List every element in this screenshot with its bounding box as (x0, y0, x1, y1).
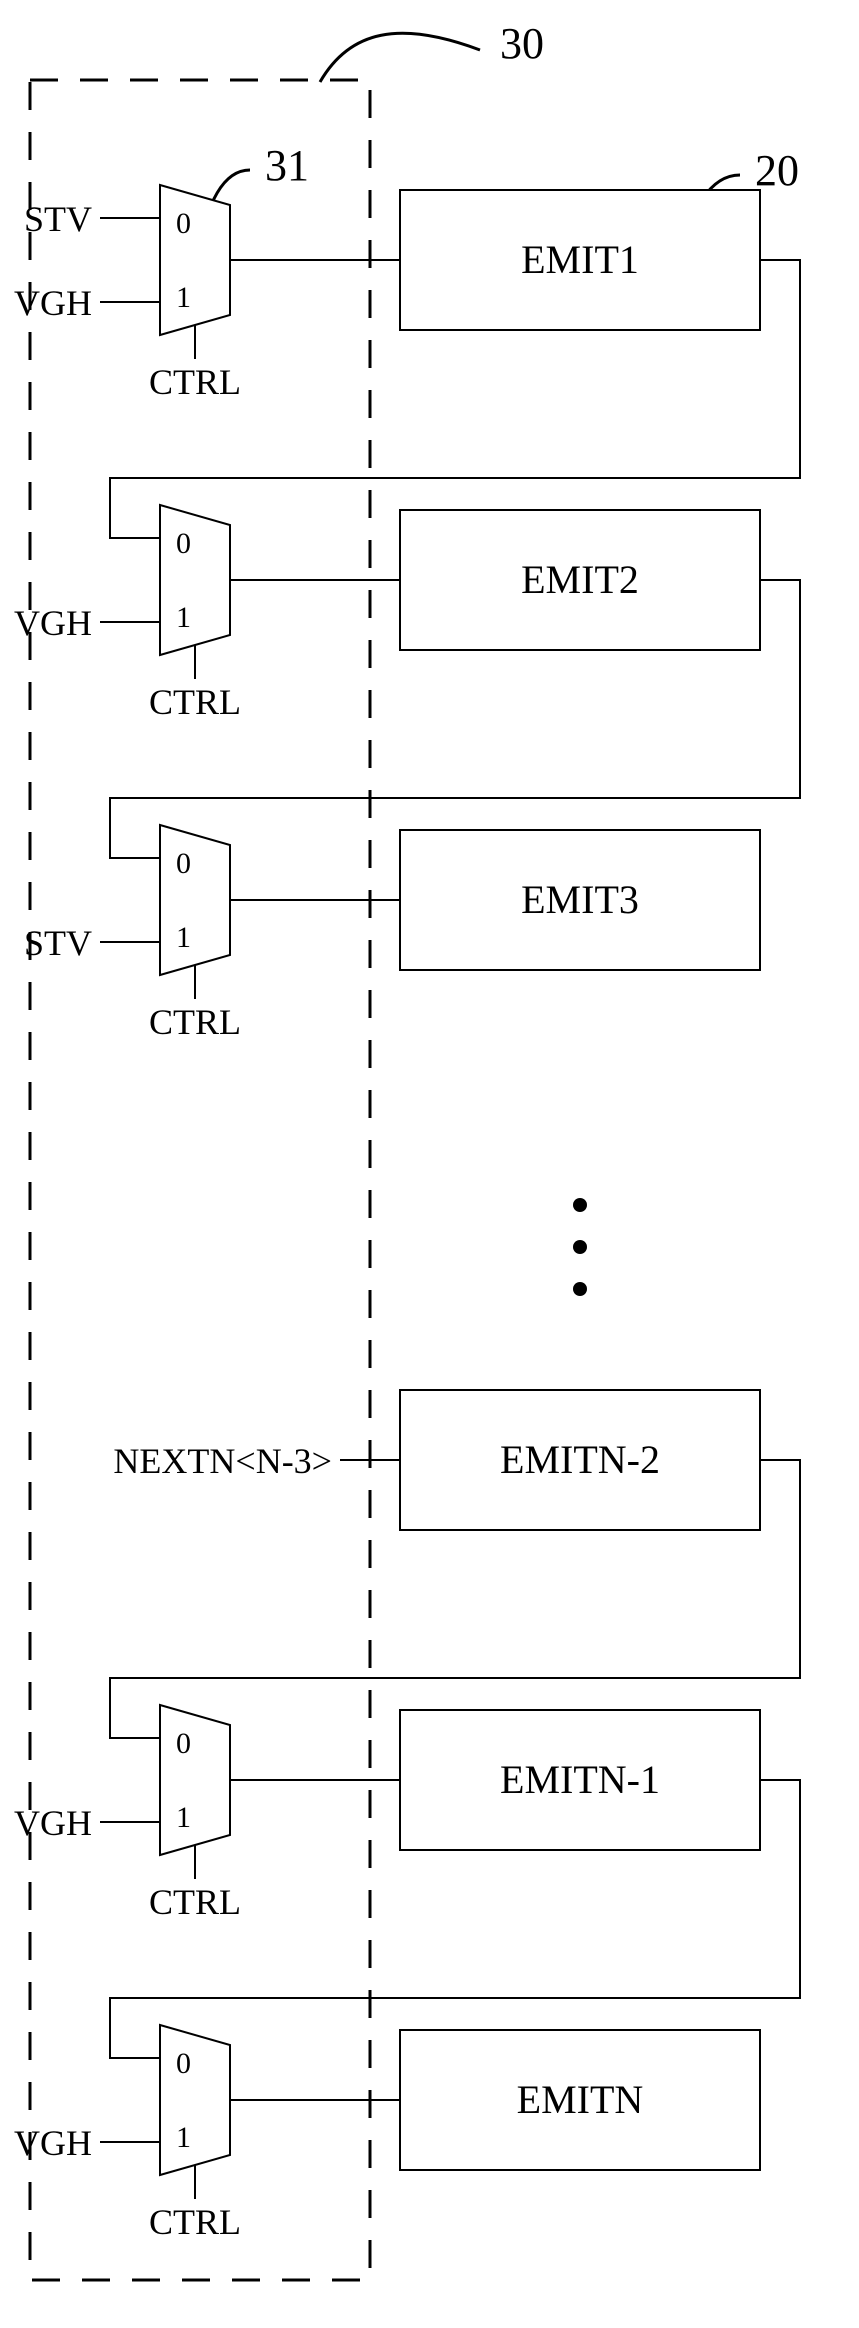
mux-2 (160, 505, 230, 655)
mux-input-0-label: 0 (176, 2047, 191, 2081)
mux-input-1-label: 1 (176, 601, 191, 635)
direct-input-label: NEXTN<N-3> (113, 1440, 332, 1482)
mux-input-0-label: 0 (176, 1727, 191, 1761)
emit-block-lower-1-label: EMITN-1 (500, 1756, 660, 1803)
emit-block-lower-2-label: EMITN (517, 2076, 644, 2123)
mux-input-0-label: 0 (176, 527, 191, 561)
emit-block-2-label: EMIT2 (521, 556, 639, 603)
ref-label-20: 20 (755, 145, 799, 196)
ellipsis-dot (573, 1240, 587, 1254)
mux-input-0-label: 0 (176, 207, 191, 241)
mux-input-1-label: 1 (176, 281, 191, 315)
ref-label-30: 30 (500, 18, 544, 69)
ctrl-label: CTRL (149, 361, 241, 403)
mux-3 (160, 825, 230, 975)
mux-in1-label: VGH (14, 602, 92, 644)
emit-block-3-label: EMIT3 (521, 876, 639, 923)
emit-block-1-label: EMIT1 (521, 236, 639, 283)
ellipsis-dot (573, 1198, 587, 1212)
ctrl-label: CTRL (149, 2201, 241, 2243)
mux-input-1-label: 1 (176, 2121, 191, 2155)
mux-input-1-label: 1 (176, 921, 191, 955)
ctrl-label: CTRL (149, 681, 241, 723)
mux-in1-label: VGH (14, 282, 92, 324)
ellipsis-dot (573, 1282, 587, 1296)
leader-30 (320, 33, 480, 82)
diagram-canvas: 30 31 20 0 1 CTRL STV VGH EMIT1 0 1 CTRL VGH EMIT2 0 1 C… (0, 0, 859, 2328)
mux-lower-2 (160, 2025, 230, 2175)
mux-input-1-label: 1 (176, 1801, 191, 1835)
mux-lower-1 (160, 1705, 230, 1855)
ctrl-label: CTRL (149, 1881, 241, 1923)
mux-in1-label: VGH (14, 1802, 92, 1844)
emit-block-lower-0-label: EMITN-2 (500, 1436, 660, 1483)
ref-label-31: 31 (265, 140, 309, 191)
mux-in0-label: STV (24, 198, 92, 240)
mux-in1-label: STV (24, 922, 92, 964)
mux-in1-label: VGH (14, 2122, 92, 2164)
mux-1 (160, 185, 230, 335)
diagram-svg (0, 0, 859, 2328)
ctrl-label: CTRL (149, 1001, 241, 1043)
mux-input-0-label: 0 (176, 847, 191, 881)
selector-group-box (30, 80, 370, 2280)
